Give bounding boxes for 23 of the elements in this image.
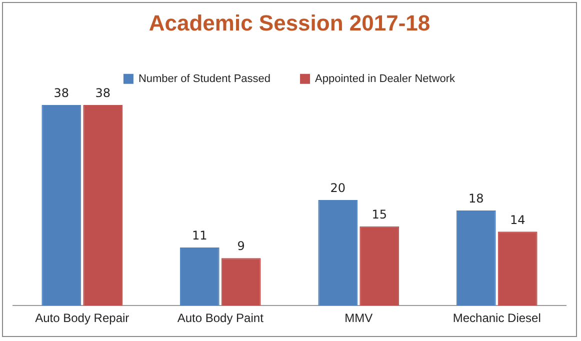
x-tick-label: Mechanic Diesel: [452, 311, 541, 326]
bar: [456, 210, 496, 306]
data-label: 38: [95, 86, 111, 100]
legend-label: Appointed in Dealer Network: [315, 72, 456, 85]
bar: [498, 232, 538, 306]
x-tick-label: Auto Body Paint: [177, 311, 264, 326]
legend-label: Number of Student Passed: [138, 72, 271, 85]
data-label: 11: [192, 228, 208, 243]
data-label: 9: [237, 239, 245, 254]
bar: [221, 258, 261, 306]
data-label: 15: [372, 208, 388, 222]
data-label: 18: [468, 192, 484, 206]
bar: [83, 104, 123, 306]
bar: [318, 200, 358, 306]
x-tick-label: Auto Body Repair: [35, 311, 130, 326]
chart-title: Academic Session 2017-18: [148, 10, 430, 36]
data-label: 38: [54, 86, 70, 100]
data-label: 20: [330, 181, 346, 196]
data-label: 14: [510, 212, 526, 227]
x-tick-label: MMV: [344, 311, 373, 326]
bar: [180, 248, 220, 306]
bar: [42, 104, 82, 306]
bar: [360, 226, 400, 306]
